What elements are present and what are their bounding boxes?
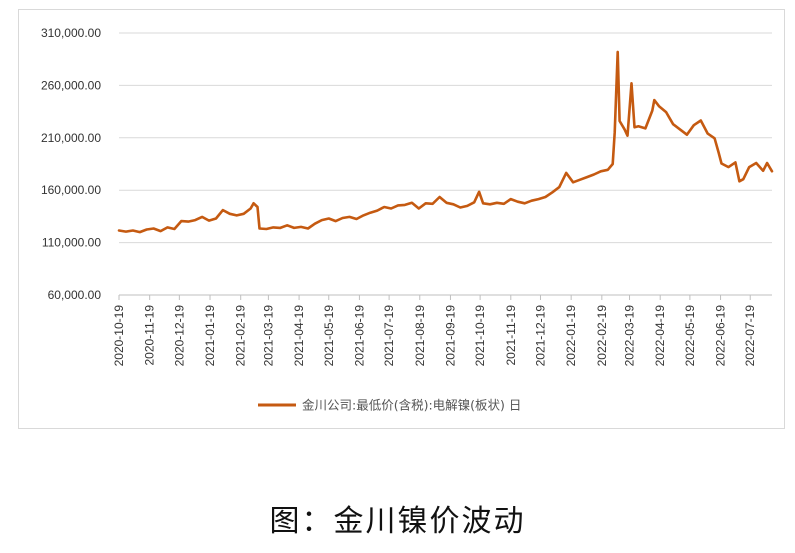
- x-tick-label: 2021-01-19: [203, 305, 217, 367]
- y-tick-label: 60,000.00: [48, 288, 102, 302]
- y-tick-label: 160,000.00: [41, 183, 101, 197]
- x-tick-label: 2020-11-19: [143, 305, 157, 366]
- x-tick-label: 2021-09-19: [443, 305, 457, 367]
- series-line: [117, 50, 774, 234]
- x-tick-label: 2021-08-19: [413, 305, 427, 367]
- x-tick-label: 2021-03-19: [261, 305, 275, 367]
- x-tick-label: 2021-11-19: [504, 305, 518, 366]
- legend-label: 金川公司:最低价(含税):电解镍(板状) 日: [302, 398, 521, 413]
- x-tick-label: 2021-02-19: [234, 305, 248, 367]
- y-tick-label: 310,000.00: [41, 26, 101, 40]
- x-tick-label: 2021-10-19: [473, 305, 487, 367]
- x-tick-label: 2021-05-19: [322, 305, 336, 367]
- x-tick-label: 2020-10-19: [112, 305, 126, 367]
- y-tick-label: 210,000.00: [41, 131, 101, 145]
- line-chart: 60,000.00 110,000.00 160,000.00 210,000.00 2…: [41, 26, 774, 413]
- x-tick-label: 2022-04-19: [653, 305, 667, 367]
- x-tick-label: 2022-07-19: [743, 305, 757, 367]
- x-tick-label: 2021-07-19: [382, 305, 396, 367]
- y-tick-label: 260,000.00: [41, 78, 101, 92]
- y-tick-label: 110,000.00: [42, 236, 101, 250]
- x-tick-label: 2021-04-19: [292, 305, 306, 367]
- x-tick-label: 2022-03-19: [623, 305, 637, 367]
- x-tick-label: 2022-01-19: [564, 305, 578, 367]
- chart-frame: 60,000.00 110,000.00 160,000.00 210,000.00 2…: [18, 9, 785, 429]
- x-tick-label: 2022-05-19: [683, 305, 697, 367]
- x-tick-label: 2021-06-19: [352, 305, 366, 367]
- x-tick-label: 2022-06-19: [714, 305, 728, 367]
- x-tick-label: 2020-12-19: [172, 305, 186, 367]
- x-tick-label: 2021-12-19: [533, 305, 547, 367]
- x-tick-label: 2022-02-19: [595, 305, 609, 367]
- figure-caption: 图：金川镍价波动: [269, 504, 526, 539]
